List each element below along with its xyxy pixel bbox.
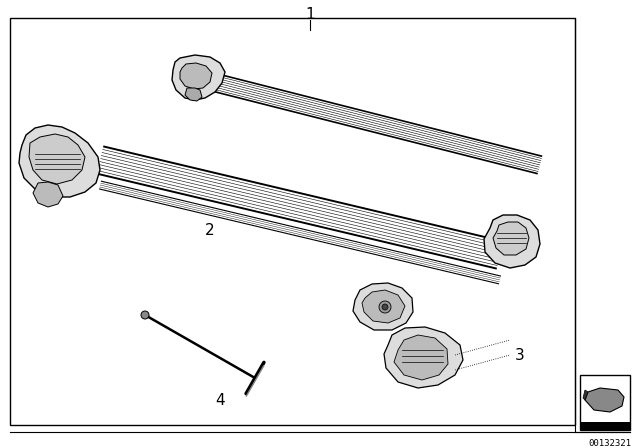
Text: 1: 1 xyxy=(305,7,315,22)
Bar xyxy=(580,375,630,430)
Circle shape xyxy=(379,301,391,313)
Text: 4: 4 xyxy=(215,392,225,408)
Polygon shape xyxy=(185,88,202,101)
Text: 00132321: 00132321 xyxy=(589,439,632,448)
Polygon shape xyxy=(394,335,448,380)
Polygon shape xyxy=(585,388,624,412)
Text: 2: 2 xyxy=(205,223,215,237)
Polygon shape xyxy=(362,290,405,323)
Polygon shape xyxy=(172,55,225,100)
Circle shape xyxy=(382,304,388,310)
Bar xyxy=(10,18,575,425)
Text: 3: 3 xyxy=(515,348,525,362)
Polygon shape xyxy=(33,182,63,207)
Polygon shape xyxy=(180,63,212,89)
Bar xyxy=(580,422,630,430)
Polygon shape xyxy=(19,125,100,197)
Polygon shape xyxy=(353,283,413,330)
Polygon shape xyxy=(484,215,540,268)
Polygon shape xyxy=(493,222,529,255)
Circle shape xyxy=(141,311,149,319)
Polygon shape xyxy=(29,134,85,184)
Polygon shape xyxy=(583,390,588,400)
Polygon shape xyxy=(384,327,463,388)
